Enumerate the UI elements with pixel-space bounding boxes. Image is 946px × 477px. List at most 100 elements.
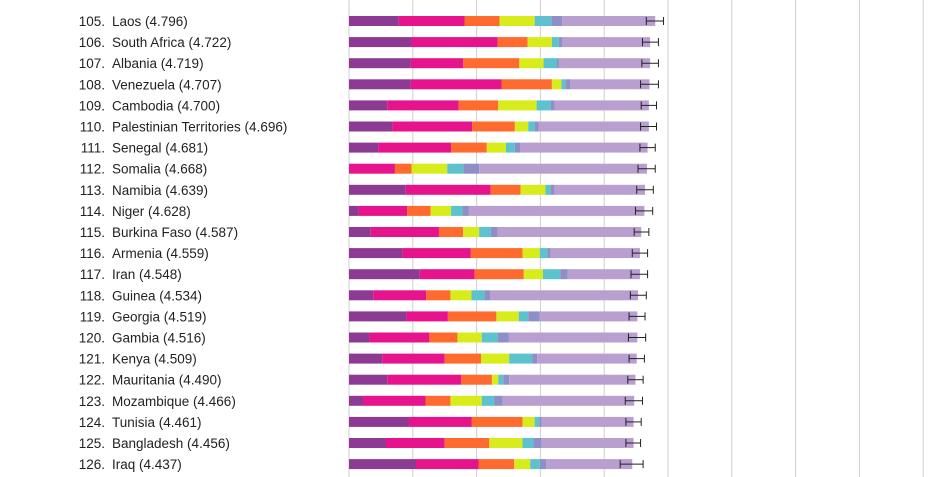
bar-segment-2 [370,227,439,237]
bar-segment-3 [501,79,552,90]
row-rank-label: 116. [80,246,105,261]
bar-segment-5 [481,332,498,343]
bar-segment-7 [519,142,648,153]
bar-segment-3 [425,395,451,406]
bar-segment-6 [463,163,480,174]
row-rank-label: 115. [80,225,105,240]
bar-segment-6 [551,16,563,26]
bar-segment-7 [538,121,649,132]
bar-segment-6 [550,100,555,111]
bar-segment-2 [419,269,475,280]
row-rank-label: 107. [79,56,105,71]
row-rank-label: 125. [79,436,105,451]
bar-segment-4 [514,459,531,470]
bar-segment-3 [472,121,515,132]
row-country-label: Iraq (4.437) [112,457,182,472]
row-country-label: Kenya (4.509) [112,352,197,367]
bar-segment-6 [534,121,539,132]
bar-segment-2 [369,332,430,343]
bar-segment-6 [558,37,563,48]
bar-segment-2 [382,353,445,364]
bar-segment-5 [536,100,551,111]
bar-segment-3 [478,459,515,470]
bar-segment-3 [447,311,497,322]
row-rank-label: 114. [80,204,105,219]
bar-segment-7 [554,184,646,195]
bar-segment-3 [407,205,431,216]
bar-segment-4 [551,79,562,90]
bar-segment-6 [494,395,503,406]
bar-segment-7 [537,353,637,364]
bar-segment-7 [541,416,634,427]
row-country-label: Mauritania (4.490) [112,373,222,388]
bar-segment-5 [530,459,540,470]
bar-segment-1 [349,205,359,216]
bar-segment-6 [539,459,547,470]
row-country-label: Mozambique (4.466) [112,394,236,409]
bar-segment-1 [349,374,388,385]
row-labels: 105. Laos (4.796) 106. South Africa (4.722)… [79,14,288,472]
bar-segment-4 [523,269,543,280]
bar-segment-6 [560,269,568,280]
bar-segment-3 [470,248,523,259]
bar-segment-3 [464,16,500,26]
bar-segment-5 [534,416,540,427]
bar-segment-4 [489,438,523,448]
bar-segment-3 [438,227,464,237]
bar-segment-6 [532,353,538,364]
row-rank-label: 112. [80,162,105,177]
bar-segment-4 [522,248,540,259]
bar-segment-1 [349,438,387,448]
row-country-label: Somalia (4.668) [112,162,207,177]
bar-segment-7 [554,100,649,111]
bar-segment-2 [411,37,498,48]
bar-segment-7 [502,395,635,406]
row-country-label: Palestinian Territories (4.696) [112,120,287,135]
bar-segment-3 [497,37,528,48]
bar-segment-4 [520,184,546,195]
bar-segment-1 [349,142,379,153]
row-rank-label: 126. [79,457,105,472]
bar-segment-1 [349,459,416,470]
bar-segment-1 [349,121,393,132]
bar-segment-6 [547,248,551,259]
bar-segment-2 [349,163,395,174]
bar-segment-4 [411,163,448,174]
row-rank-label: 121. [79,352,105,367]
bar-segment-2 [398,16,465,26]
bar-segment-6 [550,184,555,195]
bar-segment-5 [505,142,515,153]
row-country-label: Namibia (4.639) [112,183,208,198]
bar-segment-2 [415,459,479,470]
bar-segment-3 [429,332,458,343]
bar-segment-3 [444,438,490,448]
bar-segment-2 [408,416,472,427]
row-country-label: Burkina Faso (4.587) [112,225,238,240]
bar-segment-5 [551,37,559,48]
row-rank-label: 109. [79,98,105,113]
bar-segment-4 [463,227,480,237]
bar-segment-5 [534,16,552,26]
row-rank-label: 120. [79,331,105,346]
row-rank-label: 110. [80,120,105,135]
bar-segment-4 [457,332,482,343]
row-country-label: Iran (4.548) [112,267,182,282]
bar-segment-5 [447,163,464,174]
bar-segment-5 [522,438,534,448]
bar-segment-5 [539,248,548,259]
bar-segment-7 [567,269,640,280]
row-rank-label: 105. [79,14,105,29]
bar-segment-3 [458,100,499,111]
bar-segment-7 [562,16,656,26]
bar-segment-6 [497,332,509,343]
bar-segment-6 [514,142,520,153]
bar-segment-5 [479,227,491,237]
bar-segment-1 [349,37,412,48]
bar-segment-4 [522,416,535,427]
bar-segment-7 [489,290,639,301]
bar-segment-2 [373,290,427,301]
row-country-label: Niger (4.628) [112,204,191,219]
row-rank-label: 123. [79,394,105,409]
bar-segment-4 [450,395,482,406]
bar-segment-7 [550,248,640,259]
